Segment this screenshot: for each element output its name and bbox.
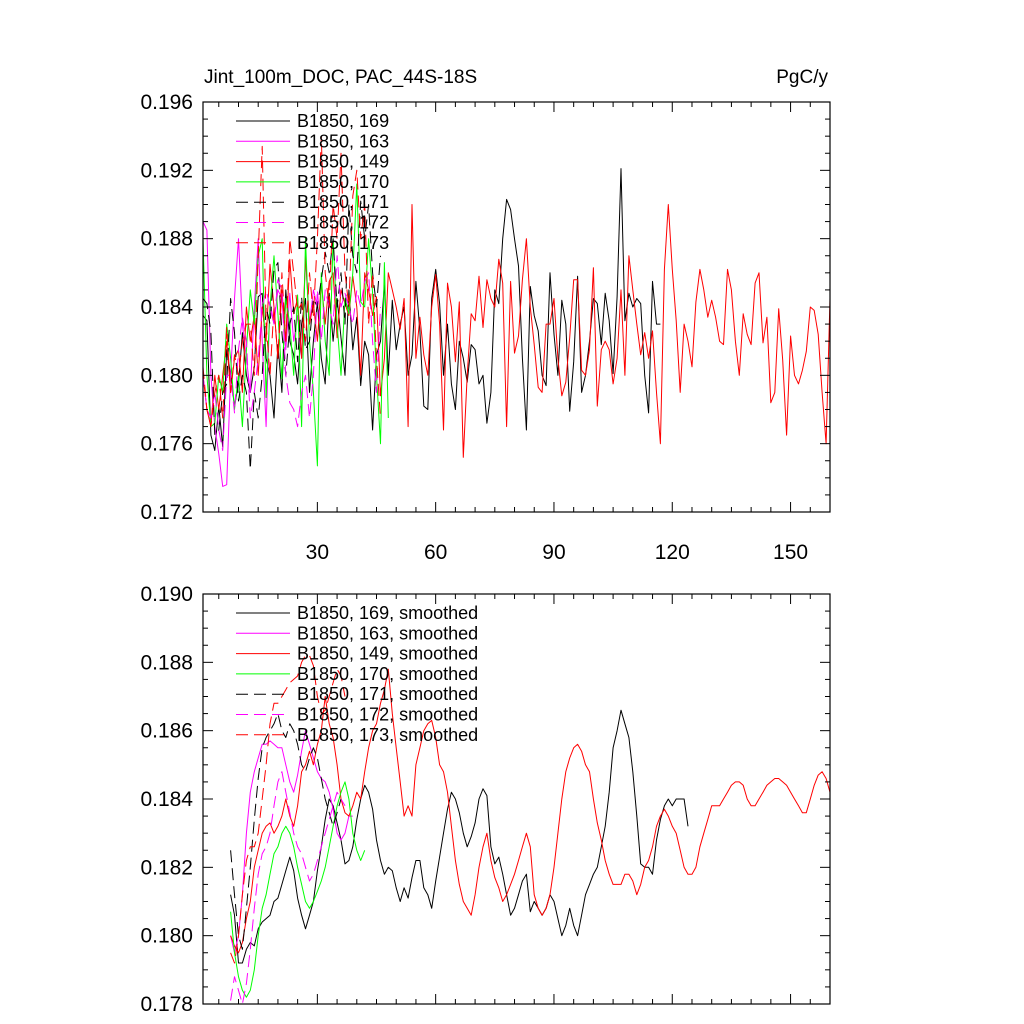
y-tick-label: 0.190 <box>140 583 193 606</box>
x-tick-label: 30 <box>306 541 329 564</box>
legend-label: B1850, 172 <box>297 213 389 233</box>
legend-label: B1850, 171 <box>297 192 389 212</box>
y-tick-label: 0.188 <box>140 228 193 251</box>
x-tick-label: 90 <box>542 541 565 564</box>
top-panel: 0.172 0.176 0.180 0.184 0.188 0.192 0.196 30 60 9… <box>140 91 831 564</box>
x-tick-label: 60 <box>424 541 447 564</box>
legend-label: B1850, 170 <box>297 172 389 192</box>
y-tick-label: 0.180 <box>140 925 193 948</box>
series-line-3 <box>230 668 831 954</box>
y-tick-label: 0.196 <box>140 91 193 114</box>
series-line-6 <box>230 771 346 1005</box>
series-line-7 <box>230 655 346 964</box>
series-line-2 <box>202 221 318 487</box>
series-line-4 <box>230 781 366 998</box>
legend-label: B1850, 163, smoothed <box>297 623 478 643</box>
series-line-1 <box>202 168 661 451</box>
legend-label: B1850, 149 <box>297 152 389 172</box>
y-tick-label: 0.192 <box>140 159 193 182</box>
legend-label: B1850, 172, smoothed <box>297 705 478 725</box>
y-tick-label: 0.178 <box>140 993 193 1016</box>
legend-label: B1850, 149, smoothed <box>297 644 478 664</box>
y-tick-label: 0.184 <box>140 296 193 319</box>
bottom-panel: 0.178 0.180 0.182 0.184 0.186 0.188 0.190 B1850… <box>140 583 831 1016</box>
series-line-1 <box>230 709 689 964</box>
x-tick-label: 120 <box>655 541 690 564</box>
legend-label: B1850, 169, smoothed <box>297 603 478 623</box>
series-line-6 <box>202 255 381 451</box>
y-tick-label: 0.188 <box>140 651 193 674</box>
y-tick-label: 0.182 <box>140 856 193 879</box>
y-tick-label: 0.184 <box>140 788 193 811</box>
series-line-5 <box>202 200 381 470</box>
legend-label: B1850, 169 <box>297 111 389 131</box>
x-tick-label: 150 <box>773 541 808 564</box>
legend-label: B1850, 163 <box>297 131 389 151</box>
legend-label: B1850, 171, smoothed <box>297 684 478 704</box>
series-line-5 <box>230 713 342 950</box>
series-line-7 <box>202 135 381 428</box>
chart-units: PgC/y <box>776 67 828 88</box>
y-tick-label: 0.186 <box>140 720 193 743</box>
chart-title: Jint_100m_DOC, PAC_44S-18S <box>204 67 477 88</box>
y-tick-label: 0.180 <box>140 364 193 387</box>
y-tick-label: 0.176 <box>140 433 193 456</box>
legend-label: B1850, 170, smoothed <box>297 664 478 684</box>
y-tick-label: 0.172 <box>140 501 193 524</box>
series-line-4 <box>202 183 389 467</box>
series-line-2 <box>230 730 353 954</box>
legend-label: B1850, 173, smoothed <box>297 725 478 745</box>
legend-label: B1850, 173 <box>297 233 389 253</box>
